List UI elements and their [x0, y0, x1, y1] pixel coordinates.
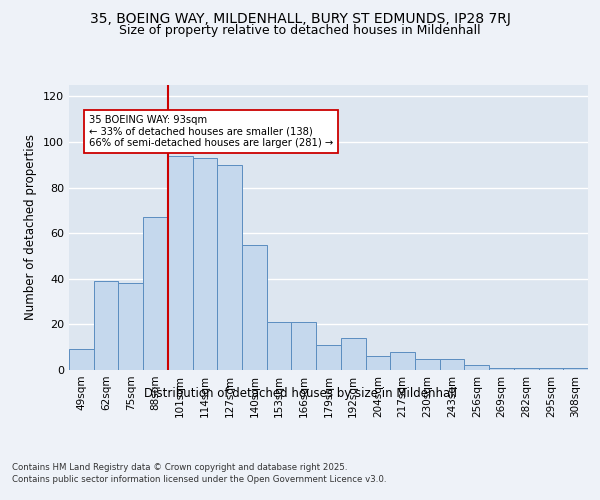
- Bar: [168, 156, 193, 370]
- Y-axis label: Number of detached properties: Number of detached properties: [25, 134, 37, 320]
- Text: Size of property relative to detached houses in Mildenhall: Size of property relative to detached ho…: [119, 24, 481, 37]
- Text: 35, BOEING WAY, MILDENHALL, BURY ST EDMUNDS, IP28 7RJ: 35, BOEING WAY, MILDENHALL, BURY ST EDMU…: [89, 12, 511, 26]
- Bar: [69, 350, 94, 370]
- Bar: [267, 322, 292, 370]
- Bar: [539, 368, 563, 370]
- Bar: [390, 352, 415, 370]
- Bar: [563, 368, 588, 370]
- Bar: [217, 165, 242, 370]
- Bar: [316, 345, 341, 370]
- Bar: [440, 358, 464, 370]
- Text: Contains public sector information licensed under the Open Government Licence v3: Contains public sector information licen…: [12, 475, 386, 484]
- Text: Contains HM Land Registry data © Crown copyright and database right 2025.: Contains HM Land Registry data © Crown c…: [12, 462, 347, 471]
- Text: 35 BOEING WAY: 93sqm
← 33% of detached houses are smaller (138)
66% of semi-deta: 35 BOEING WAY: 93sqm ← 33% of detached h…: [89, 114, 333, 148]
- Bar: [341, 338, 365, 370]
- Bar: [94, 281, 118, 370]
- Bar: [464, 366, 489, 370]
- Bar: [143, 217, 168, 370]
- Bar: [193, 158, 217, 370]
- Bar: [514, 368, 539, 370]
- Bar: [365, 356, 390, 370]
- Bar: [118, 284, 143, 370]
- Bar: [415, 358, 440, 370]
- Bar: [489, 368, 514, 370]
- Bar: [242, 244, 267, 370]
- Bar: [292, 322, 316, 370]
- Text: Distribution of detached houses by size in Mildenhall: Distribution of detached houses by size …: [143, 388, 457, 400]
